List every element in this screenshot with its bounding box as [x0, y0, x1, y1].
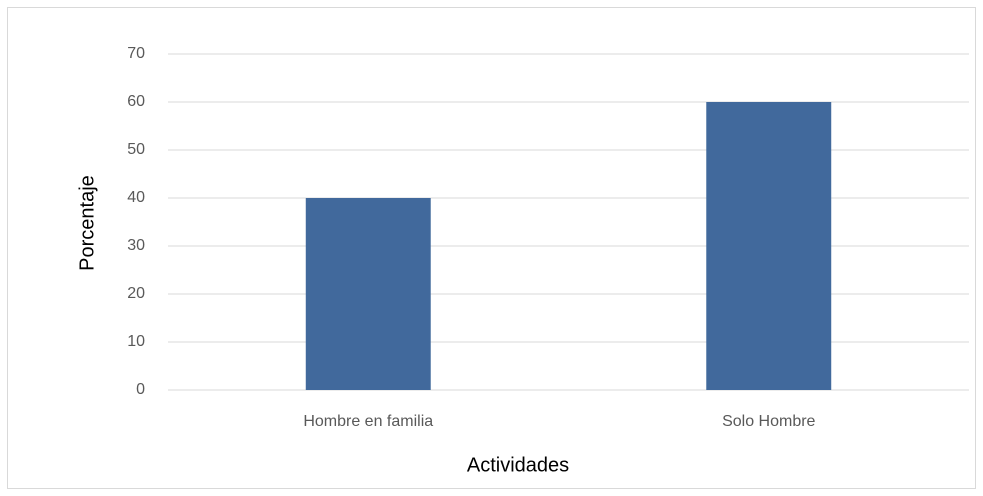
x-tick-label: Solo Hombre — [722, 413, 815, 430]
y-tick-label: 10 — [127, 333, 145, 350]
y-axis-label: Porcentaje — [76, 175, 98, 271]
y-tick-label: 70 — [127, 45, 145, 62]
bar — [706, 102, 832, 390]
y-tick-label: 60 — [127, 93, 145, 110]
x-tick-label: Hombre en familia — [303, 413, 433, 430]
y-tick-label: 40 — [127, 189, 145, 206]
y-tick-label: 50 — [127, 141, 145, 158]
y-tick-label: 20 — [127, 285, 145, 302]
y-tick-label: 30 — [127, 237, 145, 254]
x-axis-label: Actividades — [467, 454, 569, 476]
y-tick-label: 0 — [136, 381, 145, 398]
bar — [305, 198, 431, 390]
